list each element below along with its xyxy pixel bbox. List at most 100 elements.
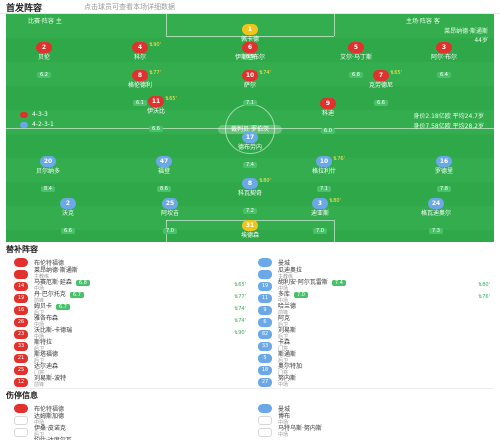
sub-in-time: ⇅74' xyxy=(234,318,246,324)
home-player[interactable]: 11 伊沃比 6.6 ⇅65' xyxy=(132,96,180,134)
home-player[interactable]: 1 佩卡德 6.9 xyxy=(226,24,274,62)
home-player[interactable]: 2 贝伦 6.2 xyxy=(20,42,68,80)
away-team-logo-icon xyxy=(258,403,272,413)
sub-row[interactable]: 18 奥尔特加 门将 xyxy=(258,364,500,376)
away-player[interactable]: 17 德布劳内 7.4 xyxy=(226,132,274,170)
player-name: 格瓦迪奥尔 xyxy=(420,210,451,217)
away-player[interactable]: 16 罗德里 7.8 xyxy=(420,156,468,194)
sub-row[interactable]: 23 沃比斯-卡德瑞 中场 ⇅90' xyxy=(14,328,256,340)
jersey-number: 10 xyxy=(245,72,255,79)
sub-row[interactable]: 5 斯通斯 后卫 xyxy=(258,352,500,364)
jersey-icon: 1 xyxy=(242,24,258,35)
sub-row[interactable]: 33 斯特拉 后卫 xyxy=(14,340,256,352)
sub-rating: 6.7 xyxy=(69,292,84,298)
sub-row[interactable]: 12 刘易斯-波特 前锋 xyxy=(14,376,256,388)
away-player[interactable]: 8 科瓦契奇 7.2 ⇅80' xyxy=(226,178,274,216)
away-player[interactable]: 3 迪亚斯 7.0 ⇅80' xyxy=(296,198,344,236)
home-player[interactable]: 8 格伦德利 6.1 ⇅77' xyxy=(116,70,164,108)
away-coach-row[interactable]: 瓜迪奥拉 主教练 xyxy=(258,268,500,280)
jersey-number: 1 xyxy=(247,26,253,33)
home-player[interactable]: 9 科迪 6.0 xyxy=(304,98,352,136)
sub-row[interactable]: 6 阿克 后卫 xyxy=(258,316,500,328)
injury-row[interactable]: 达姆斯加德 中场 xyxy=(14,414,256,426)
home-player[interactable]: 5 艾尔·马丁斯 6.8 xyxy=(332,42,380,80)
player-rating: 6.8 xyxy=(349,72,363,78)
sub-position: 中场 xyxy=(278,382,289,388)
jersey-icon: 20 xyxy=(40,156,56,167)
player-name: 佩卡德 xyxy=(240,36,259,43)
sub-row[interactable]: 19 丹·巴尔托克 6.7 前锋 ⇅77' xyxy=(14,292,256,304)
away-color-dot xyxy=(20,121,28,128)
home-subs: 布伦特福德 莱昂纳德·斯通斯 主教练 14 马赛厄斯·延森 6.8 中场 ⇅65' 19 丹·… xyxy=(14,256,256,388)
jersey-icon: 11 xyxy=(148,96,164,107)
sub-position: 中场 xyxy=(34,322,45,328)
sub-row[interactable]: 82 刘易斯 后卫 xyxy=(258,328,500,340)
player-placeholder-icon xyxy=(258,427,272,437)
jersey-icon: 19 xyxy=(258,281,272,291)
sub-row[interactable]: 33 卡森 门将 xyxy=(258,340,500,352)
sub-row[interactable]: 25 达尔迪森 门将 xyxy=(14,364,256,376)
jersey-icon: 2 xyxy=(36,42,52,53)
sub-position: 后卫 xyxy=(278,334,289,340)
coach-pos: 主教练 xyxy=(278,274,294,280)
away-player[interactable]: 25 阿坎吉 7.0 xyxy=(146,198,194,236)
sub-row[interactable]: 14 马赛厄斯·延森 6.8 中场 ⇅65' xyxy=(14,280,256,292)
jersey-number: 47 xyxy=(159,158,169,165)
sub-meta: 努内斯 中场 xyxy=(278,376,296,389)
sub-position: 中场 xyxy=(34,334,45,340)
away-injury: 曼城 博布 中场 马特乌斯·努内斯 中场 xyxy=(258,402,500,438)
away-player[interactable]: 2 沃克 6.6 xyxy=(44,198,92,236)
sub-name: 斯特拉 xyxy=(34,339,53,346)
jersey-icon: 31 xyxy=(242,220,258,231)
injury-row[interactable]: 马特乌斯·努内斯 中场 xyxy=(258,426,500,438)
home-player[interactable]: 7 克劳德尼 6.6 ⇅65' xyxy=(357,70,405,108)
home-player[interactable]: 10 萨尔 7.1 ⇅74' xyxy=(226,70,274,108)
sub-row[interactable]: 16 姆贝卡 6.7 后卫 ⇅74' xyxy=(14,304,256,316)
jersey-icon: 27 xyxy=(258,377,272,387)
sub-row[interactable]: 19 胡利安·阿尔瓦雷斯 7.4 中场 ⇅80' xyxy=(258,280,500,292)
away-player[interactable]: 47 福登 8.6 xyxy=(140,156,188,194)
sub-row[interactable]: 21 斯塔福德 后卫 xyxy=(14,352,256,364)
away-player[interactable]: 24 格瓦迪奥尔 7.3 xyxy=(412,198,460,236)
away-team-name: 曼城 xyxy=(278,405,291,413)
injury-row[interactable]: 伊桑·皮诺克 后卫 xyxy=(14,426,256,438)
jersey-icon: 6 xyxy=(242,42,258,53)
player-name: 贝尔纳多 xyxy=(35,168,60,175)
away-player[interactable]: 31埃德森6.8 xyxy=(226,220,274,242)
away-player[interactable]: 10 格拉利什 7.1 ⇅76' xyxy=(300,156,348,194)
home-team-logo-icon xyxy=(14,403,28,413)
player-rating: 6.4 xyxy=(437,72,451,78)
jersey-icon: 82 xyxy=(258,329,272,339)
injury-row[interactable]: 博布 中场 xyxy=(258,414,500,426)
sub-row[interactable]: 9 哈兰德 前锋 xyxy=(258,304,500,316)
jersey-number: 8 xyxy=(247,180,253,187)
sub-row[interactable]: 26 雅各布森 中场 ⇅74' xyxy=(14,316,256,328)
home-color-dot xyxy=(20,111,28,118)
home-subs-list: 14 马赛厄斯·延森 6.8 中场 ⇅65' 19 丹·巴尔托克 6.7 前锋 ⇅77' 16 姆贝卡… xyxy=(14,280,256,388)
sub-meta: 姆贝卡 6.7 后卫 xyxy=(34,304,70,316)
jersey-number: 31 xyxy=(245,222,255,229)
jersey-number: 9 xyxy=(325,100,331,107)
player-rating: 7.4 xyxy=(243,162,257,168)
player-rating: 7.0 xyxy=(163,228,177,234)
sub-row[interactable]: 11 多库 7.0 中场 ⇅76' xyxy=(258,292,500,304)
injury-position: 中场 xyxy=(34,420,45,426)
away-formation-text: 4-2-3-1 xyxy=(32,121,54,128)
sub-name: 斯通斯 xyxy=(278,351,297,358)
home-player[interactable]: 3 阿尔·布尔 6.4 xyxy=(420,42,468,80)
home-team-name: 布伦特福德 xyxy=(34,259,65,267)
sub-position: 中场 xyxy=(278,298,289,304)
jersey-icon: 8 xyxy=(242,178,258,189)
home-coach-row[interactable]: 莱昂纳德·斯通斯 主教练 xyxy=(14,268,256,280)
player-rating: 7.2 xyxy=(243,208,257,214)
player-name: 沃克 xyxy=(61,210,74,217)
sub-meta: 斯塔福德 后卫 xyxy=(34,352,58,365)
away-player[interactable]: 20 贝尔纳多 8.4 xyxy=(24,156,72,194)
jersey-icon: 33 xyxy=(14,341,28,351)
jersey-number: 5 xyxy=(353,44,359,51)
player-rating: 7.3 xyxy=(429,228,443,234)
sub-row[interactable]: 27 努内斯 中场 xyxy=(258,376,500,388)
away-team-label: 主场·阵容 客 xyxy=(406,18,440,25)
sub-rating: 7.0 xyxy=(294,292,308,298)
player-name: 阿坎吉 xyxy=(160,210,179,217)
